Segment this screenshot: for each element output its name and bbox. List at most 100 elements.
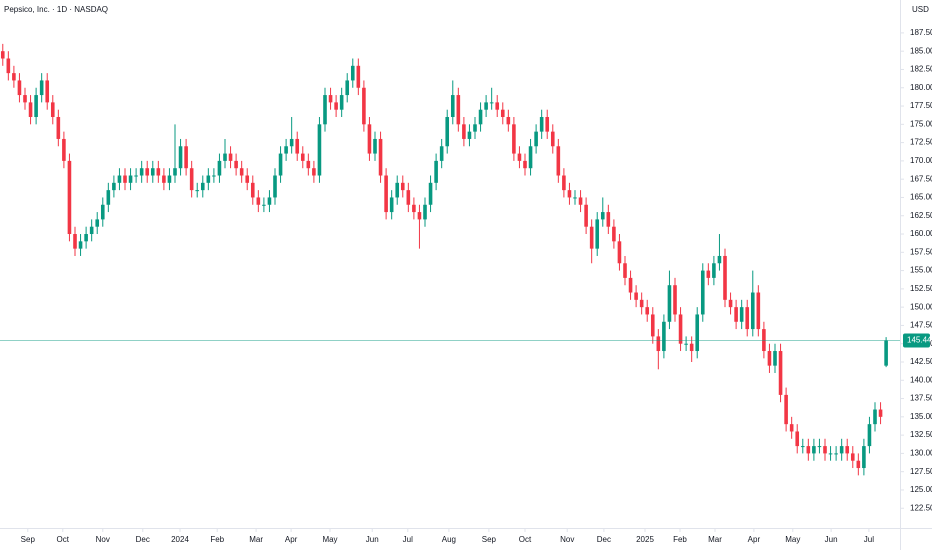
candle-body [412, 204, 416, 213]
candle-body [345, 80, 350, 96]
candle-body [612, 226, 616, 242]
candle-body [395, 182, 400, 198]
candle-body [289, 138, 294, 147]
candle-body [550, 131, 555, 147]
candle-body [223, 153, 227, 161]
candle-body [434, 160, 438, 183]
x-tick-label: Dec [597, 535, 611, 544]
candle-body [245, 175, 250, 183]
candle-body [600, 212, 605, 220]
candle-body [517, 153, 522, 161]
candle-body [534, 131, 538, 147]
candle-body [100, 204, 105, 220]
candle-body [150, 168, 155, 176]
candle-body [834, 453, 838, 455]
candle-body [539, 117, 544, 132]
candle-body [306, 160, 311, 169]
y-tick-label: 155.00 [910, 266, 932, 275]
candle-body [378, 138, 383, 176]
y-tick-label: 170.00 [910, 156, 932, 165]
x-tick-label: Aug [442, 535, 456, 544]
candle-body [34, 95, 38, 118]
x-tick-label: Mar [249, 535, 263, 544]
candle-body [300, 153, 305, 161]
chart-title: Pepsico, Inc. · 1D · NASDAQ [4, 5, 108, 14]
candle-body [606, 212, 611, 227]
candle-body [878, 409, 883, 417]
y-tick-label: 182.50 [910, 65, 932, 74]
candle-body [828, 453, 833, 455]
last-price-box [903, 333, 930, 348]
candle-body [623, 263, 627, 278]
y-tick-label: 142.50 [910, 357, 932, 366]
candle-body [528, 146, 533, 169]
candle-body [278, 153, 283, 176]
candle-body [384, 175, 388, 213]
candle-body [667, 285, 672, 322]
y-tick-label: 187.50 [910, 28, 932, 37]
x-tick-label: Jun [825, 535, 838, 544]
y-tick-label: 132.50 [910, 430, 932, 439]
candle-body [839, 446, 844, 454]
candle-body [23, 95, 27, 103]
candle-body [756, 292, 761, 330]
candle-body [650, 314, 655, 337]
candle-body [234, 160, 238, 169]
x-tick-label: Apr [285, 535, 298, 544]
y-tick-label: 135.00 [910, 412, 932, 421]
candle-body [373, 138, 377, 154]
x-tick-label: Jul [864, 535, 874, 544]
candle-body [239, 168, 244, 176]
candle-body [484, 102, 488, 110]
candle-body [95, 219, 100, 227]
candle-body [250, 182, 255, 198]
candle-body [884, 340, 888, 366]
candle-body [706, 270, 711, 278]
candle-body [262, 204, 266, 206]
candle-body [423, 204, 427, 220]
candle-body [473, 124, 477, 132]
candle-body [567, 190, 572, 198]
candle-body [850, 453, 855, 461]
candle-body [56, 117, 61, 139]
candle-body [184, 146, 188, 169]
candle-body [628, 277, 633, 293]
candle-body [256, 197, 261, 205]
x-tick-label: Mar [708, 535, 722, 544]
candle-body [573, 197, 577, 199]
x-tick-label: Feb [210, 535, 224, 544]
candle-body [767, 351, 772, 366]
candle-body [700, 270, 705, 315]
candle-body [0, 51, 5, 59]
candle-body [545, 117, 550, 132]
y-tick-label: 165.00 [910, 193, 932, 202]
candle-body [312, 168, 316, 176]
candle-body [773, 351, 777, 366]
candle-body [195, 190, 200, 192]
candle-body [39, 80, 44, 96]
candle-body [506, 117, 511, 125]
candle-body [89, 226, 94, 235]
candle-body [734, 307, 738, 322]
candle-body [717, 255, 722, 264]
candle-body [134, 175, 138, 177]
candle-body [189, 168, 194, 191]
candle-body [662, 321, 666, 352]
x-tick-label: Apr [748, 535, 761, 544]
candle-body [323, 95, 327, 125]
y-tick-label: 150.00 [910, 302, 932, 311]
candle-body [12, 73, 16, 81]
candle-body [156, 168, 161, 176]
candle-body [228, 153, 233, 161]
candle-body [173, 168, 177, 176]
candle-body [328, 95, 333, 103]
y-tick-label: 177.50 [910, 101, 932, 110]
candle-body [873, 409, 877, 425]
candle-body [467, 131, 472, 139]
x-tick-label: May [785, 535, 800, 544]
candle-body [645, 307, 650, 315]
x-tick-label: 2025 [636, 535, 654, 544]
y-tick-label: 160.00 [910, 229, 932, 238]
